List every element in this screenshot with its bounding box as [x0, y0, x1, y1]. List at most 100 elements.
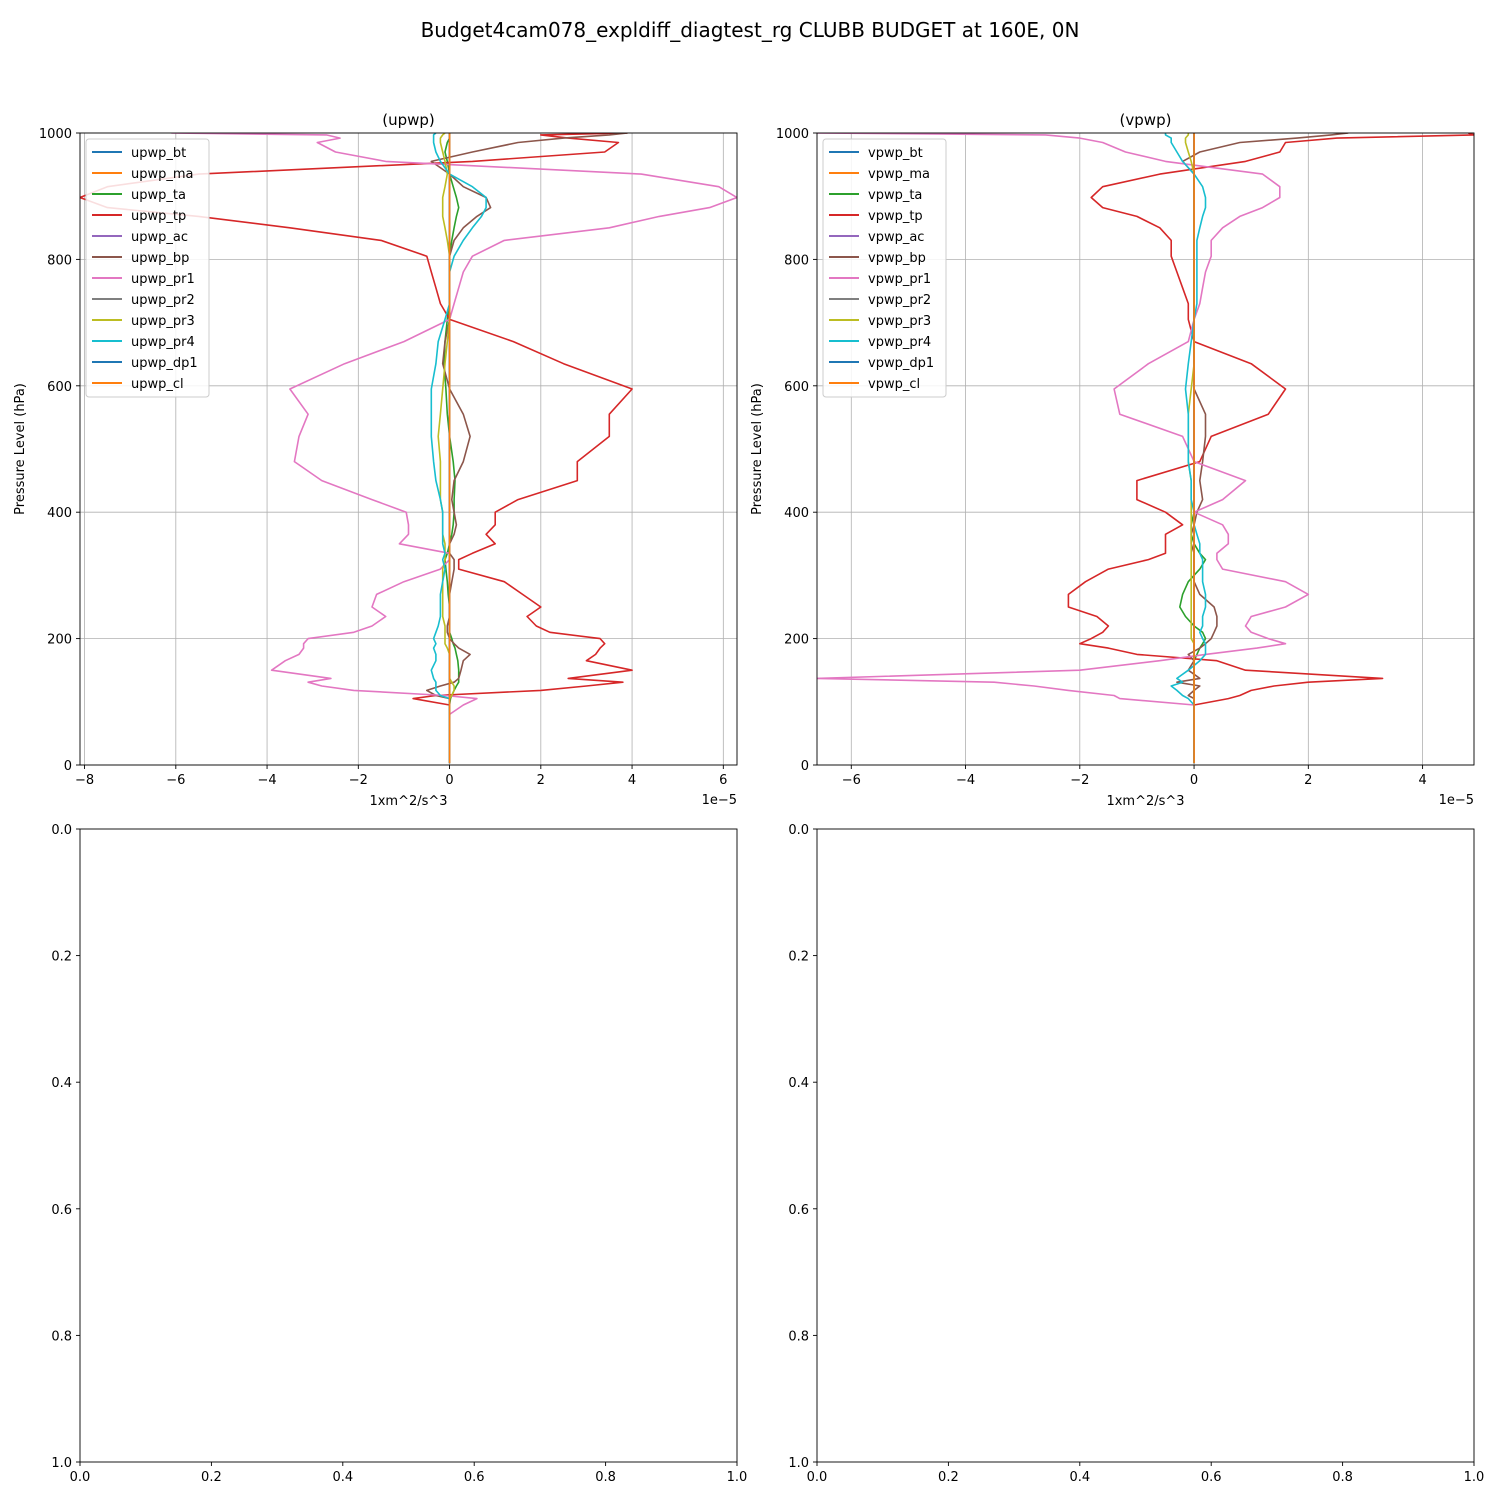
- y-tick-label: 800: [784, 253, 809, 268]
- legend-label: vpwp_bp: [868, 251, 926, 266]
- x-axis-label: 1xm^2/s^3: [1106, 794, 1184, 809]
- x-tick-label: 0.6: [1201, 1470, 1222, 1485]
- legend-label: vpwp_cl: [868, 377, 920, 392]
- x-tick-label: −2: [1070, 773, 1089, 788]
- x-tick-label: 0: [1190, 773, 1198, 788]
- legend-label: vpwp_tp: [868, 209, 923, 224]
- legend-box: [822, 138, 947, 398]
- x-axis-label: 1xm^2/s^3: [369, 794, 447, 809]
- legend: vpwp_bt vpwp_ma vpwp_ta vpwp_tp vpwp_ac vpwp_…: [822, 138, 947, 398]
- y-tick-label: 200: [784, 633, 809, 648]
- x-tick-label: 0.6: [464, 1470, 485, 1485]
- x-tick-label: 1.0: [727, 1470, 748, 1485]
- legend-label: upwp_ac: [131, 230, 188, 245]
- y-tick-label: 1000: [776, 127, 809, 142]
- panel-4: 0.0 0.2 0.4 0.6 0.8 1.00.00.20.40.60.81.0: [788, 823, 1484, 1485]
- panel-2: −6 −4 −2 0 2 4 0 200 400 600 800 1000 (vpwp) 1xm^2/s^…: [750, 111, 1475, 809]
- y-axis-label: Pressure Level (hPa): [13, 383, 28, 515]
- y-axis-label: Pressure Level (hPa): [750, 383, 765, 515]
- legend-label: vpwp_dp1: [868, 356, 934, 371]
- legend-label: vpwp_pr3: [868, 314, 931, 329]
- legend-label: vpwp_ta: [868, 188, 922, 203]
- series-line-upwp_pr3: [437, 133, 455, 764]
- series-group: [80, 133, 737, 764]
- x-tick-label: 4: [628, 773, 636, 788]
- x-tick-label: 0.8: [595, 1470, 616, 1485]
- y-tick-label: 1.0: [788, 1456, 809, 1471]
- axes-frame: [816, 132, 1475, 766]
- series-group: [817, 133, 1474, 764]
- x-tick-label: 0.0: [70, 1470, 91, 1485]
- panel-3: 0.0 0.2 0.4 0.6 0.8 1.00.00.20.40.60.81.0: [51, 823, 747, 1485]
- x-tick-label: 4: [1418, 773, 1426, 788]
- x-offset-label: 1e−5: [702, 793, 737, 808]
- x-tick-label: −4: [956, 773, 975, 788]
- y-tick-label: 0.2: [788, 950, 809, 965]
- y-tick-label: 600: [784, 380, 809, 395]
- legend-label: vpwp_pr2: [868, 293, 931, 308]
- legend-label: vpwp_bt: [868, 146, 923, 161]
- x-tick-label: 0.8: [1332, 1470, 1353, 1485]
- legend-label: upwp_pr1: [131, 272, 195, 287]
- x-tick-label: 0.0: [807, 1470, 828, 1485]
- series-line-upwp_pr1: [171, 133, 737, 764]
- legend-label: upwp_ta: [131, 188, 186, 203]
- series-line-upwp_pr4: [430, 133, 487, 764]
- x-tick-label: 6: [719, 773, 727, 788]
- y-tick-label: 0.6: [788, 1203, 809, 1218]
- legend-label: upwp_ma: [131, 167, 194, 182]
- legend: upwp_bt upwp_ma upwp_ta upwp_tp upwp_ac upwp_…: [85, 138, 210, 398]
- x-tick-label: −6: [166, 773, 185, 788]
- x-tick-label: 0.4: [332, 1470, 353, 1485]
- y-tick-label: 0.0: [788, 823, 809, 838]
- series-line-vpwp_pr1: [817, 133, 1310, 764]
- y-tick-label: 0: [64, 759, 72, 774]
- panel-1: −8 −6 −4 −2 0 2 4 6 0 200 400 600 800 1000 (upwp) 1xm^2…: [13, 111, 738, 809]
- y-tick-label: 400: [784, 506, 809, 521]
- legend-label: vpwp_pr1: [868, 272, 931, 287]
- legend-label: vpwp_pr4: [868, 335, 931, 350]
- y-tick-label: 1.0: [51, 1456, 72, 1471]
- y-tick-label: 0: [801, 759, 809, 774]
- legend-label: upwp_bp: [131, 251, 189, 266]
- y-tick-label: 800: [47, 253, 72, 268]
- legend-label: upwp_bt: [131, 146, 186, 161]
- y-tick-label: 200: [47, 633, 72, 648]
- axes-frame: [816, 828, 1475, 1463]
- y-tick-label: 0.4: [51, 1076, 72, 1091]
- legend-label: upwp_tp: [131, 209, 186, 224]
- legend-label: upwp_pr2: [131, 293, 195, 308]
- legend-label: upwp_pr3: [131, 314, 195, 329]
- figure-title: Budget4cam078_expldiff_diagtest_rg CLUBB…: [421, 18, 1080, 42]
- x-tick-label: 0.4: [1069, 1470, 1090, 1485]
- y-tick-label: 0.8: [51, 1329, 72, 1344]
- legend-label: upwp_cl: [131, 377, 184, 392]
- x-tick-label: 2: [1304, 773, 1312, 788]
- x-tick-label: −8: [75, 773, 94, 788]
- series-line-vpwp_tp: [1067, 133, 1474, 764]
- x-tick-label: −2: [349, 773, 368, 788]
- panel-title: (upwp): [382, 111, 435, 129]
- legend-label: vpwp_ma: [868, 167, 930, 182]
- legend-label: vpwp_ac: [868, 230, 924, 245]
- legend-box: [85, 138, 210, 398]
- x-offset-label: 1e−5: [1439, 793, 1474, 808]
- panel-title: (vpwp): [1120, 111, 1172, 129]
- x-tick-label: −6: [842, 773, 861, 788]
- x-tick-label: 2: [537, 773, 545, 788]
- legend-label: upwp_pr4: [131, 335, 195, 350]
- y-tick-label: 0.0: [51, 823, 72, 838]
- y-tick-label: 0.8: [788, 1329, 809, 1344]
- x-tick-label: 0.2: [938, 1470, 959, 1485]
- y-tick-label: 0.6: [51, 1203, 72, 1218]
- axes-frame: [79, 828, 738, 1463]
- y-tick-label: 600: [47, 380, 72, 395]
- legend-label: upwp_dp1: [131, 356, 198, 371]
- y-tick-label: 400: [47, 506, 72, 521]
- axes-frame: [79, 132, 738, 766]
- x-tick-label: −4: [257, 773, 276, 788]
- x-tick-label: 1.0: [1464, 1470, 1485, 1485]
- y-tick-label: 0.4: [788, 1076, 809, 1091]
- x-tick-label: 0: [445, 773, 453, 788]
